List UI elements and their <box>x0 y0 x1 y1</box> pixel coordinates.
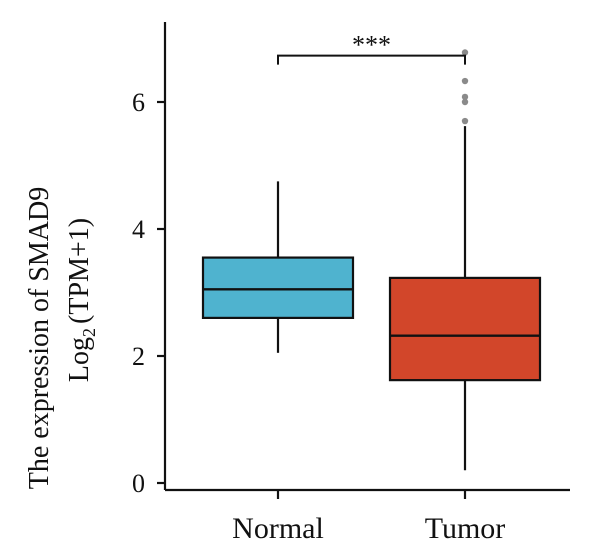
y-tick-label: 6 <box>132 88 145 117</box>
box-tumor <box>388 49 542 471</box>
outlier-point <box>461 117 469 125</box>
y-tick-label: 0 <box>132 469 145 498</box>
x-tick-label: Tumor <box>425 512 506 545</box>
box-normal <box>201 181 355 353</box>
y-axis-title-unit: (TPM+1) <box>64 218 95 324</box>
y-tick-label: 2 <box>132 342 145 371</box>
y-axis-title-log: Log <box>64 337 95 382</box>
x-axis: Normal Tumor <box>165 488 570 545</box>
outlier-point <box>461 77 469 85</box>
box-iqr <box>388 276 542 382</box>
y-axis-title-subscript: 2 <box>79 328 99 337</box>
box-iqr <box>201 256 355 320</box>
significance-label: *** <box>352 31 391 60</box>
y-axis: 0 2 4 6 <box>132 22 167 498</box>
outlier-point <box>461 49 469 56</box>
box-group <box>201 49 542 471</box>
x-tick-label: Normal <box>232 512 324 545</box>
outlier-point <box>461 93 469 101</box>
y-axis-title-line1: The expression of SMAD9 <box>24 187 55 490</box>
y-tick-label: 4 <box>132 215 145 244</box>
outlier-point <box>461 98 469 106</box>
significance-bracket: *** <box>277 31 466 65</box>
y-axis-title: The expression of SMAD9 Log2 (TPM+1) <box>24 187 99 490</box>
bracket-line <box>277 54 466 65</box>
y-axis-title-line2: Log2 (TPM+1) <box>64 218 99 382</box>
